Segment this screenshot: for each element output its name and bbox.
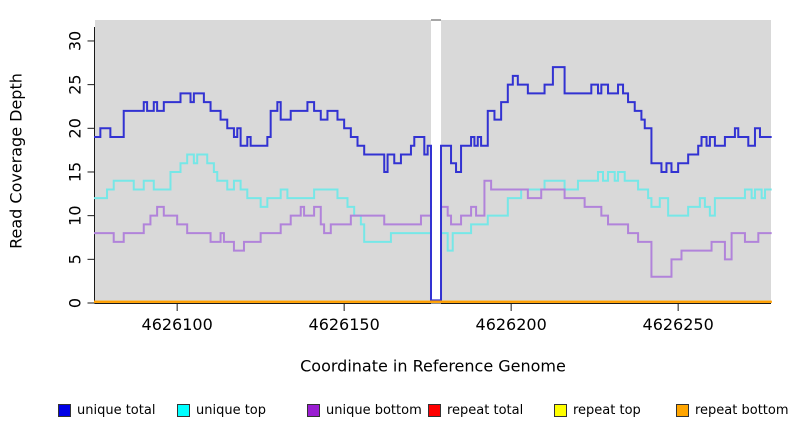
legend-swatch-repeat-total xyxy=(428,403,441,417)
coverage-gap-stripe xyxy=(430,19,442,304)
series-line-unique-bottom xyxy=(94,179,772,278)
y-tick-label: 30 xyxy=(66,31,85,51)
x-tick-label: 4626100 xyxy=(142,315,213,334)
legend-swatch-unique-bottom xyxy=(307,403,320,417)
legend-label-repeat-bottom: repeat bottom xyxy=(695,402,789,418)
x-tick-label: 4626250 xyxy=(643,315,714,334)
legend-label-unique-total: unique total xyxy=(77,402,156,418)
legend-item-repeat-top: repeat top xyxy=(554,401,641,419)
legend-item-repeat-total: repeat total xyxy=(428,401,523,419)
y-tick-label: 10 xyxy=(66,205,85,225)
series-line-unique-total xyxy=(94,66,772,302)
legend-swatch-repeat-top xyxy=(554,403,567,417)
coverage-gap-cap xyxy=(430,19,442,21)
x-tick-label: 4626150 xyxy=(309,315,380,334)
chart-legend: unique total unique top unique bottom repea… xyxy=(0,401,792,421)
legend-item-unique-bottom: unique bottom xyxy=(307,401,422,419)
y-tick-label: 25 xyxy=(66,74,85,94)
legend-swatch-repeat-bottom xyxy=(676,403,689,417)
legend-item-repeat-bottom: repeat bottom xyxy=(676,401,789,419)
x-tick-label: 4626200 xyxy=(476,315,547,334)
y-tick-label: 20 xyxy=(66,118,85,138)
y-axis-label: Read Coverage Depth xyxy=(6,73,26,249)
coverage-chart-canvas: 0 5 10 15 20 25 30 4626100 4626150 4626200 4626250 xyxy=(66,19,772,334)
x-axis-label: Coordinate in Reference Genome xyxy=(300,356,566,376)
series-line-unique-top xyxy=(94,153,772,252)
legend-item-unique-top: unique top xyxy=(177,401,266,419)
legend-label-repeat-top: repeat top xyxy=(573,402,641,418)
y-tick-label: 0 xyxy=(66,298,85,308)
legend-swatch-unique-total xyxy=(58,403,71,417)
legend-label-repeat-total: repeat total xyxy=(447,402,524,418)
y-tick-label: 5 xyxy=(66,254,85,264)
y-tick-label: 15 xyxy=(66,162,85,182)
legend-label-unique-bottom: unique bottom xyxy=(326,402,422,418)
legend-label-unique-top: unique top xyxy=(196,402,267,418)
legend-item-unique-total: unique total xyxy=(58,401,155,419)
legend-swatch-unique-top xyxy=(177,403,190,417)
